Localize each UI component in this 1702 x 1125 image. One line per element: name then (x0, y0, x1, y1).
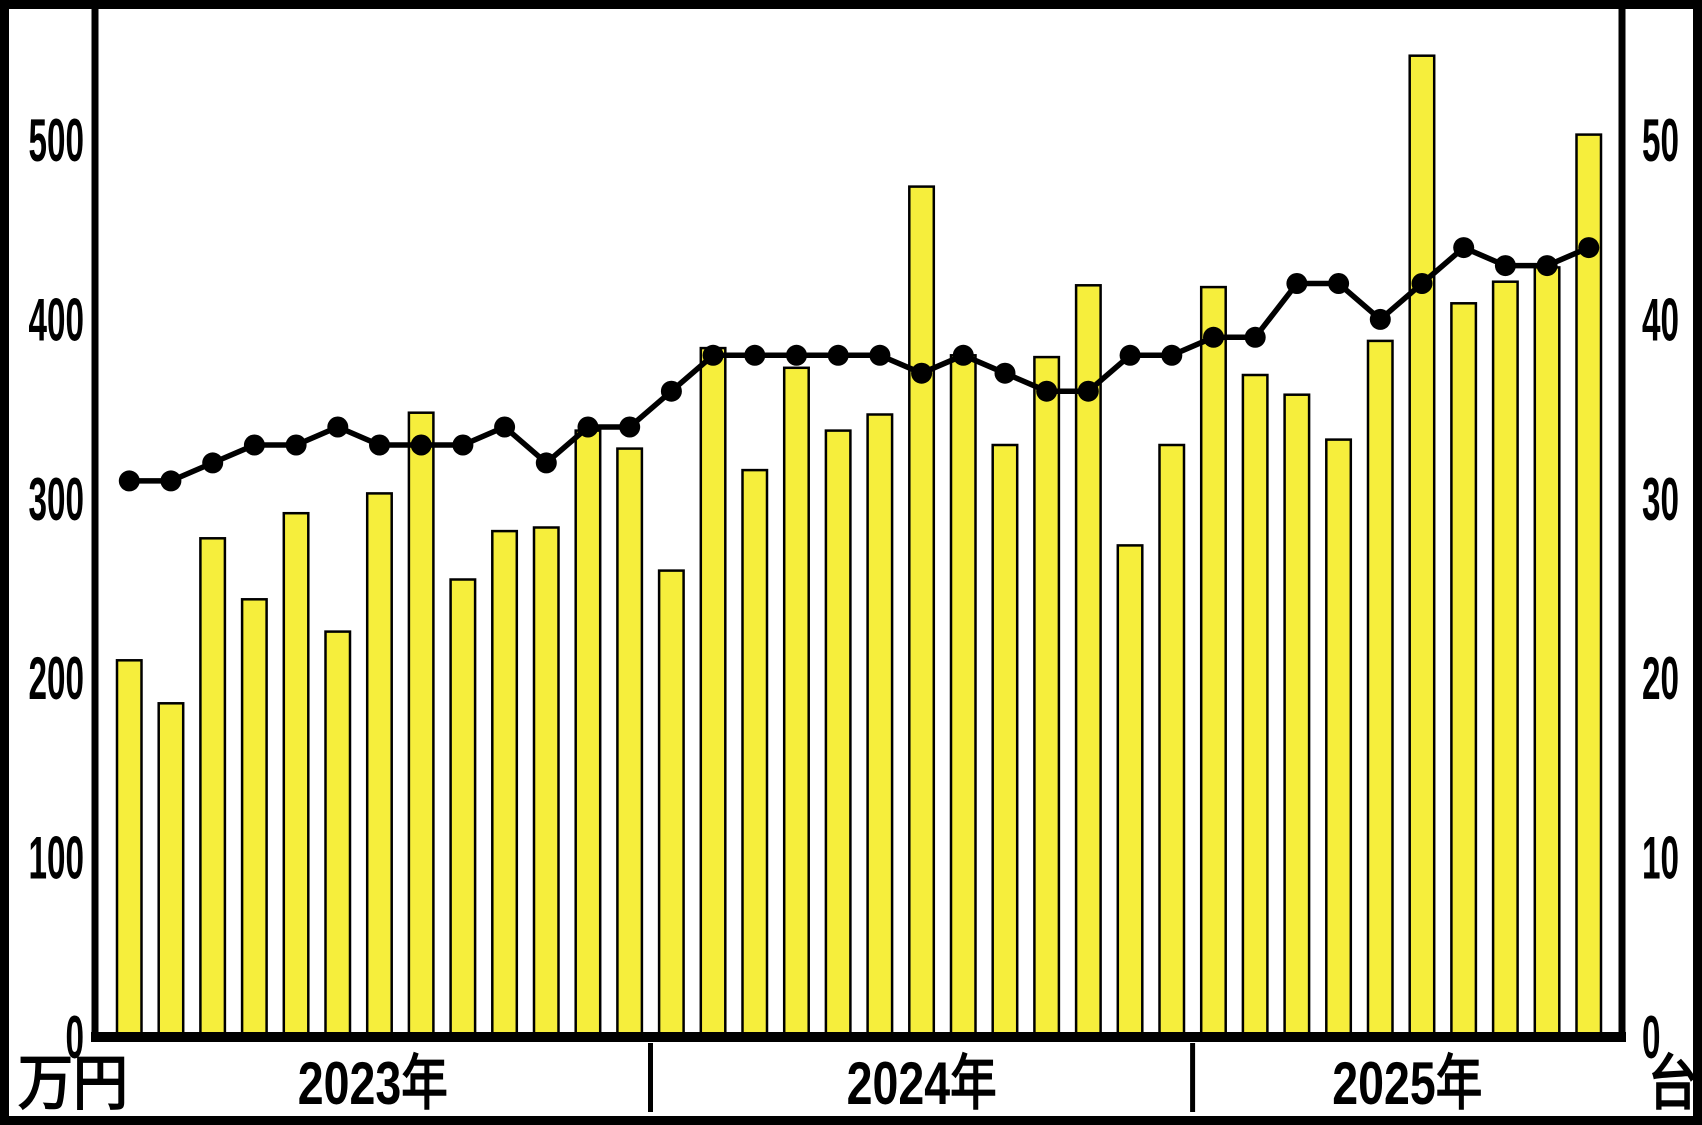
right-tick-label: 20 (1642, 645, 1679, 712)
left-tick-label: 100 (29, 825, 85, 892)
x-axis-year-groups: 2023年 2024年 2025年 (298, 1050, 1483, 1117)
right-tick-label: 30 (1642, 466, 1679, 533)
right-tick-label: 10 (1642, 825, 1679, 892)
line-group (118, 237, 1600, 492)
left-tick-label: 0 (66, 1004, 85, 1071)
right-tick-label: 0 (1642, 1004, 1661, 1071)
year-group-label: 2025年 (1332, 1050, 1482, 1117)
left-tick-label: 200 (29, 645, 85, 712)
bars-group (115, 54, 1603, 1039)
right-tick-label: 40 (1642, 286, 1679, 353)
year-group-label: 2024年 (847, 1050, 997, 1117)
left-tick-label: 300 (29, 466, 85, 533)
left-axis-unit-label: 万円 (18, 1050, 128, 1117)
right-axis-ticks: 0 10 20 30 40 50 (1642, 107, 1679, 1071)
right-tick-label: 50 (1642, 107, 1679, 174)
left-tick-label: 500 (29, 107, 85, 174)
right-axis-unit-label: 台 (1648, 1050, 1698, 1117)
left-tick-label: 400 (29, 286, 85, 353)
left-axis-ticks: 0 100 200 300 400 500 (29, 107, 85, 1071)
year-group-label: 2023年 (298, 1050, 448, 1117)
